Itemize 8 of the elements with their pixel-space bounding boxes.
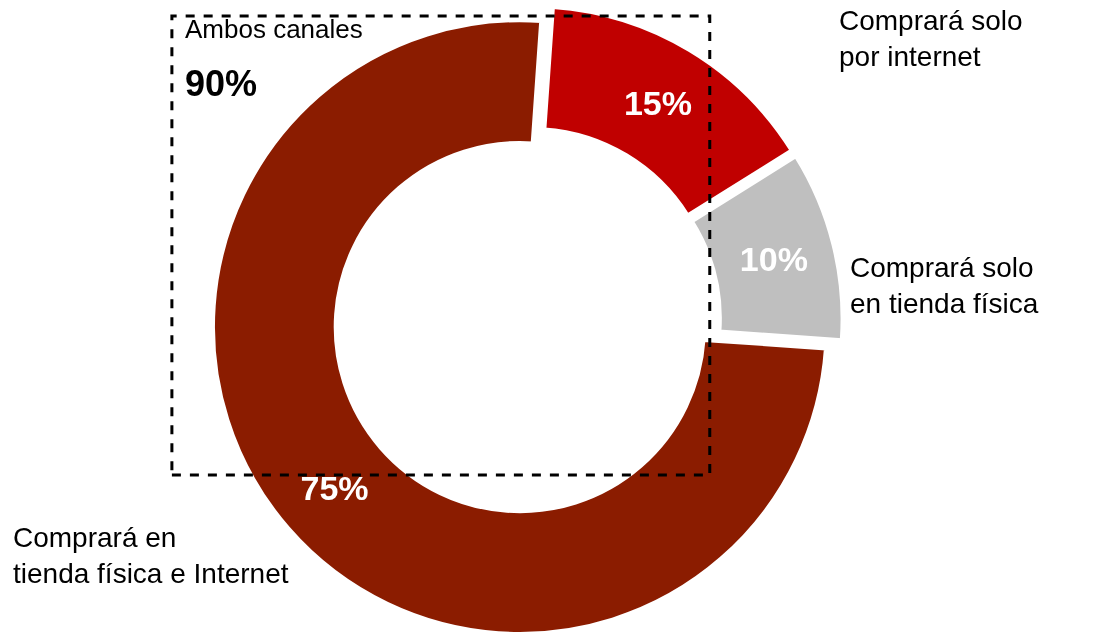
slice-label: Comprará solo en tienda física: [850, 252, 1039, 320]
text: 90%: [185, 63, 258, 104]
slice-label: Comprará solo por internet: [839, 5, 1023, 73]
text: Ambos canales: [185, 14, 363, 44]
slice-label: Comprará en tienda física e Internet: [13, 522, 289, 590]
data-label: 15%: [623, 83, 692, 122]
data-label: 10%: [739, 240, 808, 279]
data-label: 75%: [300, 469, 369, 508]
